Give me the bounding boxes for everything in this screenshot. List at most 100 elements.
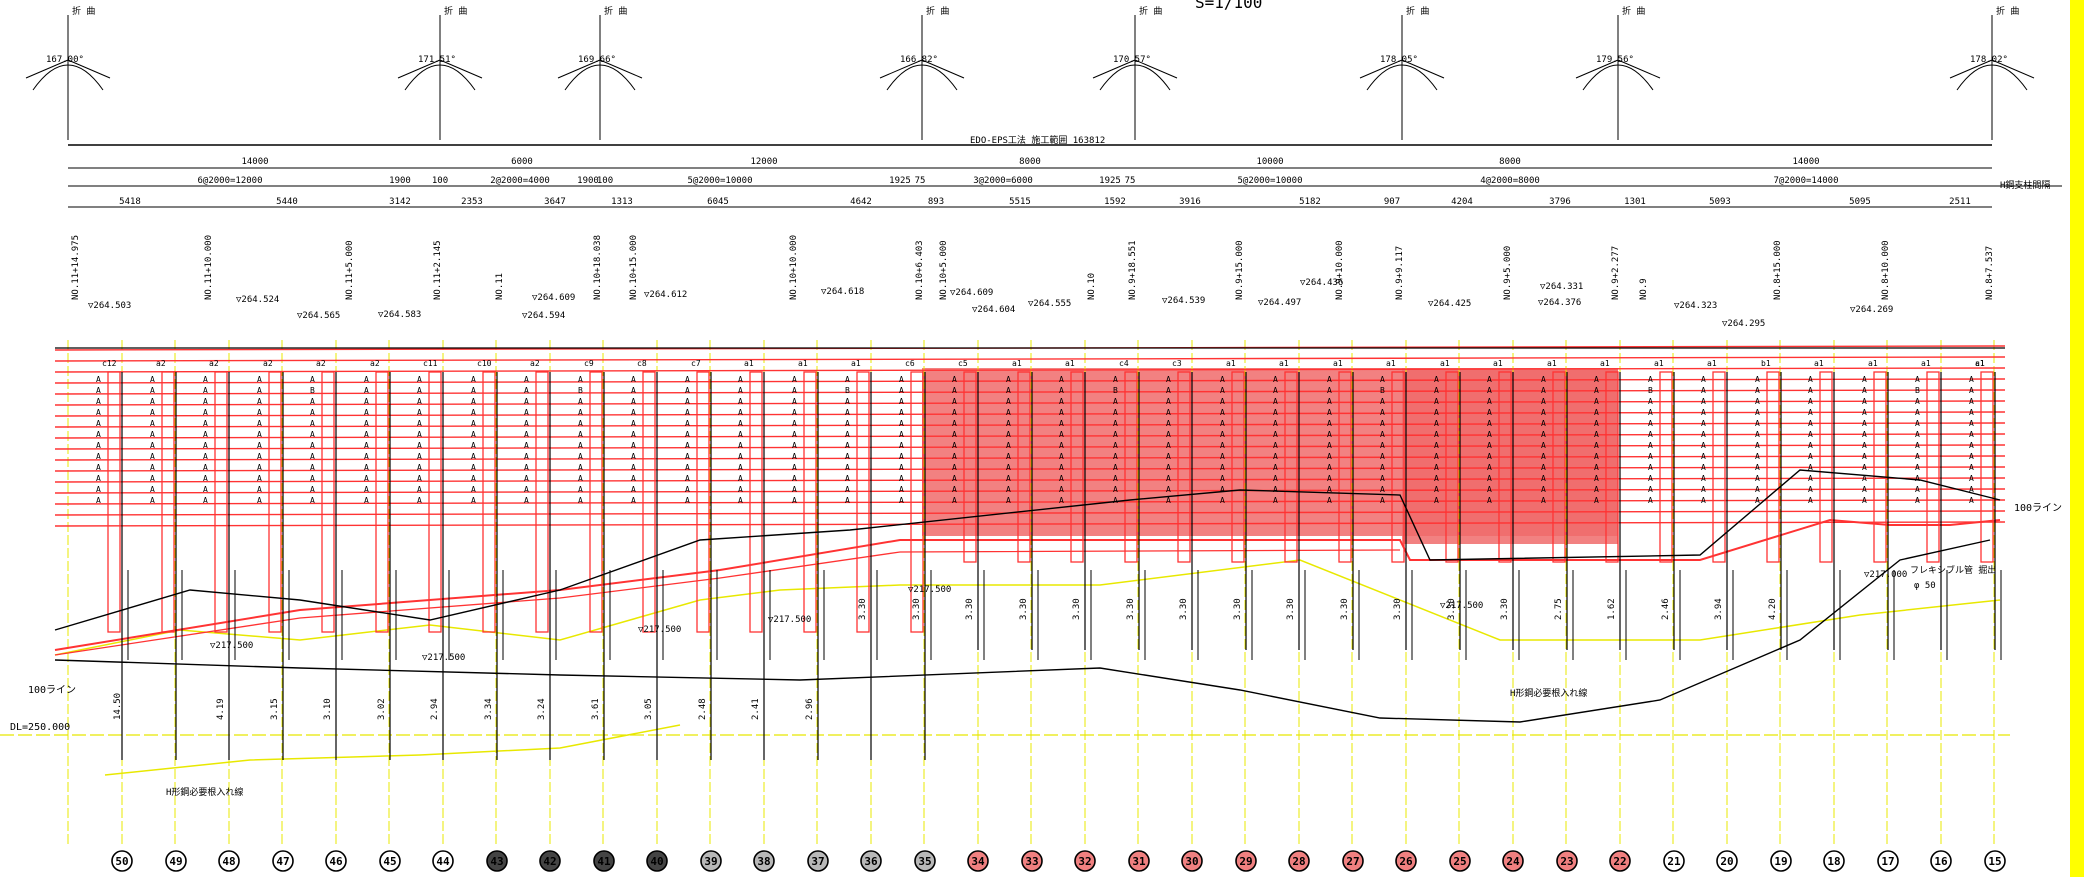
- column-letter: A: [1273, 419, 1278, 428]
- column-letter: A: [1915, 375, 1920, 384]
- column-letter: A: [310, 430, 315, 439]
- column-letter: A: [417, 419, 422, 428]
- column-letter: A: [471, 375, 476, 384]
- column-letter: A: [150, 474, 155, 483]
- pile-number-circle: [860, 850, 882, 872]
- column-letter: A: [1648, 375, 1653, 384]
- column-letter: A: [1969, 474, 1974, 483]
- station-label: NO.11+2.145: [433, 240, 443, 300]
- dimension-spacing: 2353: [461, 197, 483, 207]
- column-letter: A: [1166, 375, 1171, 384]
- column-letter: A: [1006, 496, 1011, 505]
- column-letter: A: [738, 474, 743, 483]
- column-letter: A: [899, 441, 904, 450]
- column-letter: A: [1006, 452, 1011, 461]
- column-letter: A: [1915, 463, 1920, 472]
- column-letter: A: [1594, 452, 1599, 461]
- column-letter: A: [1808, 375, 1813, 384]
- angle-mark-label: 折 曲: [604, 5, 627, 17]
- column-letter: A: [524, 419, 529, 428]
- pile-length-label: 14.50: [113, 693, 123, 720]
- column-letter: A: [1113, 485, 1118, 494]
- column-letter: A: [1648, 397, 1653, 406]
- column-letter: A: [631, 474, 636, 483]
- top-code-label: a2: [316, 359, 326, 368]
- column-letter: A: [1059, 463, 1064, 472]
- pile-number-label: 35: [918, 855, 931, 868]
- column-outline: [1605, 371, 1619, 563]
- station-label: NO.9+15.000: [1235, 240, 1245, 300]
- column-outline: [214, 371, 228, 633]
- dimension-spacing: 907: [1384, 197, 1400, 207]
- pile-number-label: 34: [971, 855, 985, 868]
- pile-number-circle: [432, 850, 454, 872]
- dimension-group: 7@2000=14000: [1773, 176, 1838, 186]
- dimension-total: 12000: [750, 157, 777, 167]
- elevation-label: ▽264.376: [1538, 298, 1581, 308]
- column-letter: A: [417, 375, 422, 384]
- top-code-label: a1: [744, 359, 754, 368]
- column-letter: A: [257, 419, 262, 428]
- column-letter: A: [1541, 430, 1546, 439]
- bottom-elevation-label: ▽217.500: [210, 641, 253, 651]
- elevation-label: ▽264.295: [1722, 319, 1765, 329]
- column-letter: A: [1915, 397, 1920, 406]
- pile-number-circle: [967, 850, 989, 872]
- column-letter: A: [1701, 408, 1706, 417]
- elevation-label: ▽264.618: [821, 287, 864, 297]
- dimension-total: 14000: [1792, 157, 1819, 167]
- column-letter: A: [1380, 375, 1385, 384]
- bottom-elevation-label: ▽217.500: [768, 615, 811, 625]
- column-letter: A: [899, 386, 904, 395]
- column-letter: A: [685, 430, 690, 439]
- column-letter: A: [257, 452, 262, 461]
- column-letter: A: [310, 375, 315, 384]
- station-label: NO.9+2.277: [1611, 246, 1621, 300]
- column-letter: B: [845, 386, 850, 395]
- pile-number-marker: 32: [1074, 850, 1096, 872]
- column-letter: A: [685, 386, 690, 395]
- column-letter: A: [792, 463, 797, 472]
- column-letter: B: [578, 386, 583, 395]
- column-letter: A: [1594, 375, 1599, 384]
- column-letter: A: [792, 452, 797, 461]
- column-outline: [1766, 371, 1780, 563]
- pile-length-label: 3.02: [377, 698, 387, 720]
- column-letter: A: [1969, 408, 1974, 417]
- dimension-spacing: 5440: [276, 197, 298, 207]
- column-outline: [1445, 371, 1459, 563]
- column-letter: A: [952, 375, 957, 384]
- column-outline: [749, 371, 763, 633]
- station-label: NO.9: [1639, 278, 1649, 300]
- column-letter: A: [257, 408, 262, 417]
- column-letter: A: [1701, 496, 1706, 505]
- column-letter: A: [524, 441, 529, 450]
- column-letter: A: [1648, 430, 1653, 439]
- column-letter: A: [952, 496, 957, 505]
- pile-number-marker: 44: [432, 850, 454, 872]
- pile-number-circle: [1021, 850, 1043, 872]
- layer-line: [54, 367, 2006, 373]
- angle-mark-value: 169.66°: [578, 55, 616, 65]
- dimension-spacing: 2511: [1949, 197, 1971, 207]
- column-letter: A: [1273, 386, 1278, 395]
- column-letter: A: [524, 386, 529, 395]
- column-letter: A: [203, 485, 208, 494]
- column-letter: A: [1862, 463, 1867, 472]
- column-letter: A: [1755, 408, 1760, 417]
- pile-number-circle: [1984, 850, 2006, 872]
- dimension-total: 8000: [1499, 157, 1521, 167]
- pile-number-circle: [1342, 850, 1364, 872]
- pile-number-circle: [1181, 850, 1203, 872]
- column-letter: A: [150, 386, 155, 395]
- column-letter: A: [1166, 386, 1171, 395]
- column-letter: A: [257, 397, 262, 406]
- column-letter: A: [792, 397, 797, 406]
- top-code-label: a1: [1493, 359, 1503, 368]
- pile-number-circle: [1395, 850, 1417, 872]
- column-letter: A: [96, 397, 101, 406]
- column-letter: A: [1541, 452, 1546, 461]
- column-outline: [1819, 371, 1833, 563]
- elevation-label: ▽264.269: [1850, 305, 1893, 315]
- pile-number-circles: 50 49 48 47 46 45 44 43 42 41 40 39 38 37 36 35 34 33 32 31…: [111, 850, 2006, 872]
